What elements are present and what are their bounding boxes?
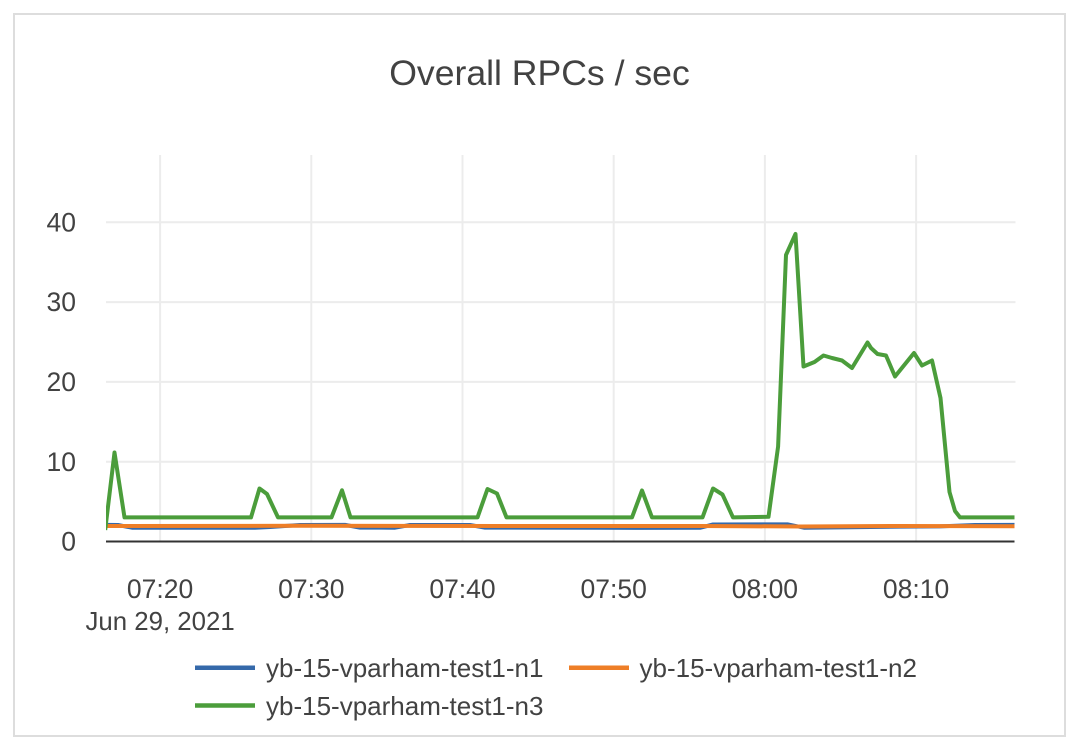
svg-text:10: 10 [47,447,76,477]
svg-text:30: 30 [47,287,76,317]
svg-text:08:00: 08:00 [732,574,798,604]
svg-text:20: 20 [47,367,76,397]
svg-text:07:20: 07:20 [127,574,193,604]
svg-text:Overall RPCs / sec: Overall RPCs / sec [389,53,690,93]
svg-text:07:30: 07:30 [278,574,344,604]
svg-text:07:50: 07:50 [581,574,647,604]
svg-text:yb-15-vparham-test1-n2: yb-15-vparham-test1-n2 [640,653,917,683]
svg-text:08:10: 08:10 [883,574,949,604]
svg-text:0: 0 [61,527,76,557]
svg-text:yb-15-vparham-test1-n1: yb-15-vparham-test1-n1 [266,653,543,683]
svg-text:Jun 29, 2021: Jun 29, 2021 [86,608,235,636]
svg-text:yb-15-vparham-test1-n3: yb-15-vparham-test1-n3 [266,691,543,721]
svg-text:40: 40 [47,207,76,237]
svg-text:07:40: 07:40 [429,574,495,604]
